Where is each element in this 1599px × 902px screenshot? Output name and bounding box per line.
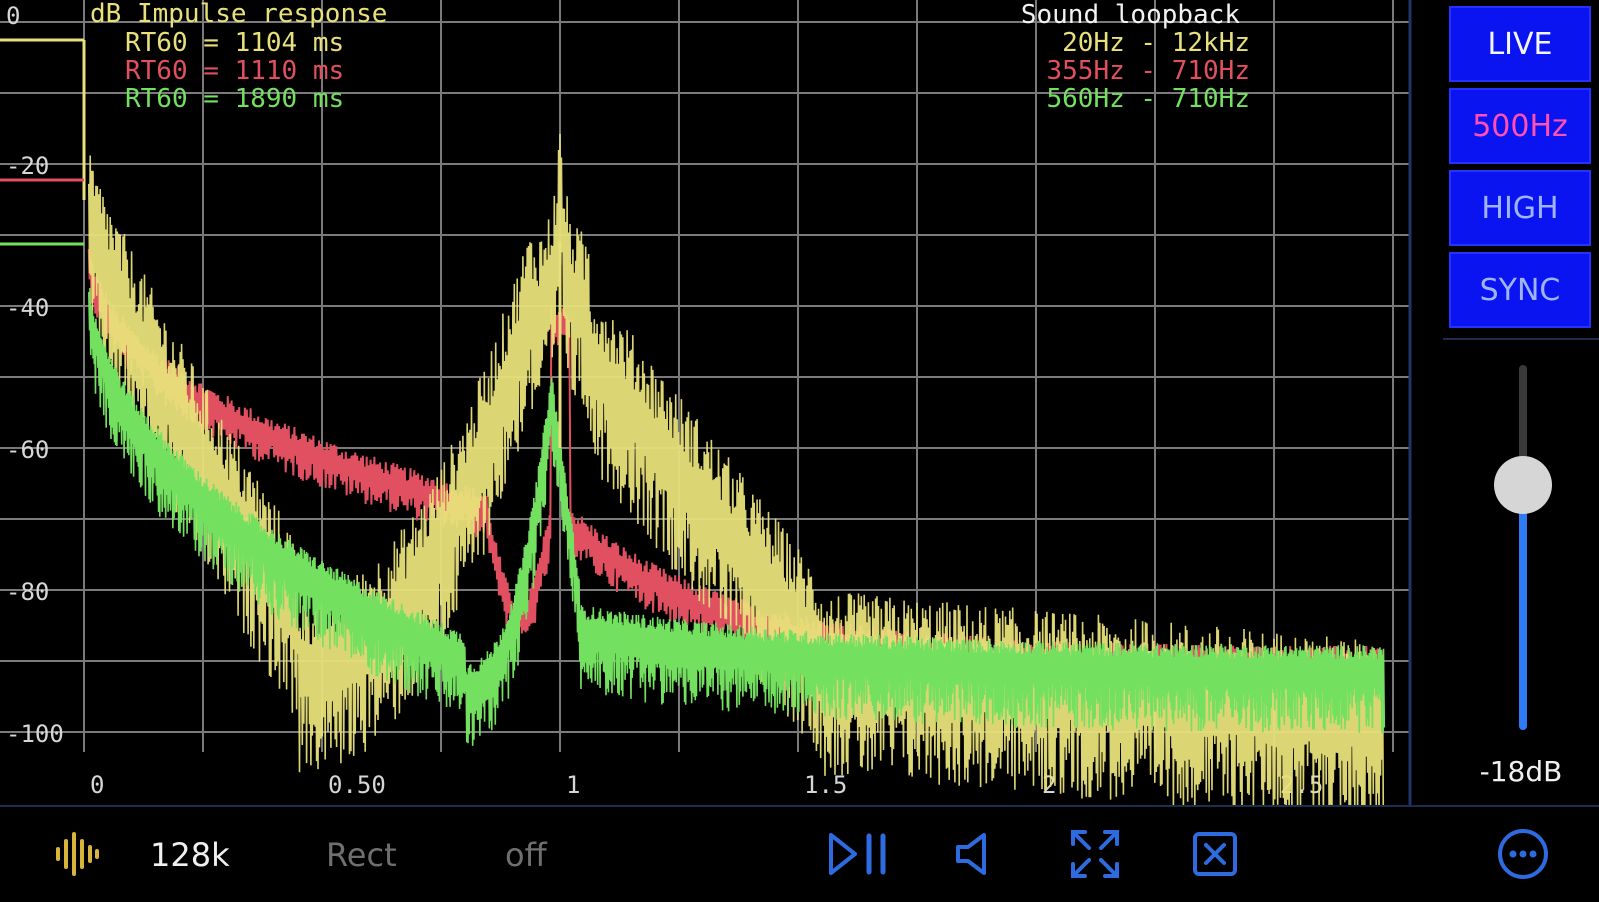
- speaker-icon[interactable]: [940, 819, 1010, 889]
- x-tick-label: 0.50: [328, 771, 386, 799]
- gain-slider-fill: [1519, 485, 1527, 730]
- y-tick-label: 0: [6, 2, 20, 30]
- y-tick-label: -60: [6, 436, 49, 464]
- rt60-label-full-band: RT60 = 1104 ms: [125, 28, 345, 58]
- waveform-icon[interactable]: [42, 819, 112, 889]
- side-panel: LIVE 500Hz HIGH SYNC -18dB: [1443, 0, 1599, 805]
- series-20hz-12khz: [88, 133, 1385, 805]
- sync-button[interactable]: SYNC: [1449, 252, 1591, 328]
- clear-icon[interactable]: [1180, 819, 1250, 889]
- y-tick-label: -100: [6, 720, 64, 748]
- high-button[interactable]: HIGH: [1449, 170, 1591, 246]
- window-type-button[interactable]: Rect: [326, 835, 397, 874]
- band-label-full: 20Hz - 12kHz: [1062, 28, 1250, 58]
- play-pause-icon[interactable]: [820, 819, 900, 889]
- overlap-button[interactable]: off: [505, 835, 547, 874]
- impulse-response-plot[interactable]: 0 -20 -40 -60 -80 -100 0 0.50 1 1.5 2 2.5 dB Impuls…: [0, 0, 1440, 805]
- rt60-label-560-710: RT60 = 1890 ms: [125, 84, 345, 114]
- x-tick-label: 0: [90, 771, 104, 799]
- 500hz-button[interactable]: 500Hz: [1449, 88, 1591, 164]
- gain-slider-knob[interactable]: [1494, 456, 1552, 515]
- fullscreen-icon[interactable]: [1060, 819, 1130, 889]
- bottom-toolbar: 128k Rect off: [0, 805, 1599, 900]
- live-button[interactable]: LIVE: [1449, 6, 1591, 82]
- gain-value: -18dB: [1479, 755, 1563, 788]
- band-label-355-710: 355Hz - 710Hz: [1046, 56, 1251, 86]
- y-tick-label: -80: [6, 578, 49, 606]
- more-icon[interactable]: [1488, 819, 1558, 889]
- y-tick-label: -40: [6, 294, 49, 322]
- series-560-710hz: [88, 287, 1386, 746]
- sample-rate-button[interactable]: 128k: [150, 835, 230, 874]
- source-label: Sound loopback: [1020, 0, 1240, 30]
- rt60-label-355-710: RT60 = 1110 ms: [125, 56, 345, 86]
- band-label-560-710: 560Hz - 710Hz: [1046, 84, 1251, 114]
- y-tick-label: -20: [6, 152, 49, 180]
- plot-title: dB Impulse response: [90, 0, 388, 29]
- x-tick-label: 1: [566, 771, 580, 799]
- panel-divider: [1443, 338, 1599, 340]
